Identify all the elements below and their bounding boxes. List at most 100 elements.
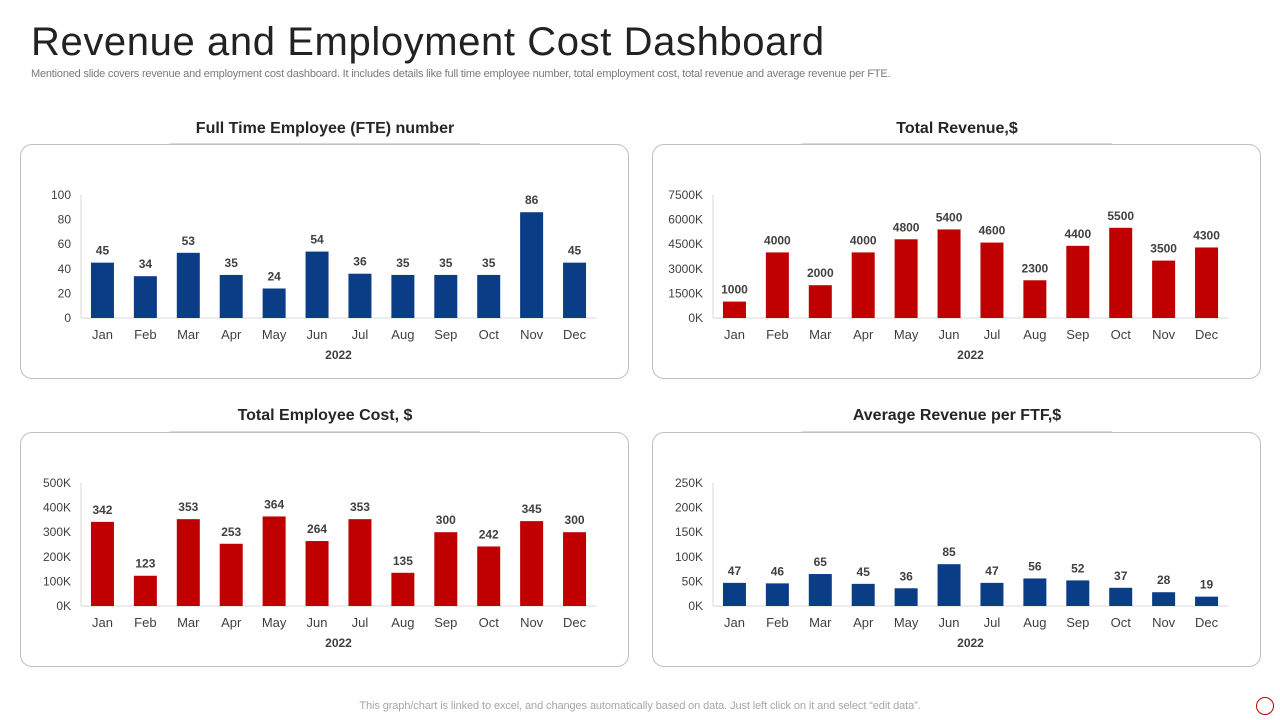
y-tick-label: 7500K [668, 188, 703, 202]
employee-cost-chart-panel[interactable]: 0K 100K 200K 300K 400K 500K 342 Jan 123 Feb 353 Mar… [20, 432, 629, 667]
x-tick-label: Mar [177, 615, 200, 630]
x-tick-label: Oct [1111, 327, 1132, 342]
data-label: 45 [857, 565, 871, 579]
bar [133, 575, 157, 606]
data-label: 37 [1114, 569, 1128, 583]
data-label: 4300 [1193, 228, 1220, 242]
fte-chart-title: Full Time Employee (FTE) number [195, 120, 455, 137]
y-tick-label: 50K [682, 574, 703, 588]
avg-revenue-chart-panel[interactable]: 0K 50K 100K 150K 200K 250K 47 Jan 46 Feb 65 Mar 45 Ap… [652, 432, 1261, 667]
x-tick-label: May [262, 327, 287, 342]
bar [937, 564, 961, 606]
y-tick-label: 150K [675, 525, 703, 539]
x-tick-label: Jan [724, 327, 745, 342]
avg-revenue-chart-title: Average Revenue per FTF,$ [852, 407, 1062, 424]
bar [391, 572, 415, 606]
footer-note: This graph/chart is linked to excel, and… [359, 700, 921, 712]
x-tick-label: Nov [1152, 615, 1176, 630]
bar [262, 516, 286, 606]
data-label: 45 [96, 244, 110, 258]
x-tick-label: Apr [853, 327, 874, 342]
data-label: 86 [525, 193, 539, 207]
bar [477, 274, 501, 318]
data-label: 52 [1071, 561, 1085, 575]
bar [1109, 227, 1133, 318]
page-title: Revenue and Employment Cost Dashboard [31, 20, 825, 64]
data-label: 300 [565, 513, 585, 527]
x-tick-label: Jan [92, 327, 113, 342]
x-tick-label: May [894, 327, 919, 342]
x-tick-label: Aug [391, 327, 414, 342]
x-tick-label: May [262, 615, 287, 630]
x-tick-label: Mar [809, 327, 832, 342]
x-axis-title: 2022 [325, 636, 352, 650]
y-tick-label: 250K [675, 476, 703, 490]
x-tick-label: Aug [1023, 615, 1046, 630]
x-tick-label: Nov [520, 327, 544, 342]
bar [851, 583, 875, 606]
x-tick-label: Mar [809, 615, 832, 630]
bar [90, 262, 114, 318]
x-tick-label: Jul [352, 615, 369, 630]
data-label: 28 [1157, 573, 1171, 587]
bar [133, 276, 157, 318]
data-label: 24 [267, 269, 281, 283]
y-tick-label: 4500K [668, 237, 703, 251]
data-label: 45 [568, 244, 582, 258]
employee-cost-bar-chart[interactable]: 0K 100K 200K 300K 400K 500K 342 Jan 123 Feb 353 Mar… [21, 433, 628, 666]
x-axis-title: 2022 [957, 348, 984, 362]
x-tick-label: Aug [1023, 327, 1046, 342]
x-tick-label: Nov [520, 615, 544, 630]
bar [520, 212, 544, 318]
bar [90, 521, 114, 606]
x-tick-label: Mar [177, 327, 200, 342]
bar [176, 252, 200, 318]
bar [980, 582, 1004, 606]
bar [262, 288, 286, 318]
bar [765, 583, 789, 606]
data-label: 19 [1200, 578, 1214, 592]
bar [851, 252, 875, 318]
avg-revenue-bar-chart[interactable]: 0K 50K 100K 150K 200K 250K 47 Jan 46 Feb 65 Mar 45 Ap… [653, 433, 1260, 666]
bar [894, 239, 918, 318]
revenue-chart-title: Total Revenue,$ [896, 120, 1018, 137]
bar [808, 574, 832, 606]
data-label: 123 [135, 557, 155, 571]
bar [305, 251, 329, 318]
x-tick-label: Apr [221, 615, 242, 630]
fte-chart-panel[interactable]: 0 20 40 60 80 100 45 Jan 34 Feb 53 Mar 35 Apr 24 May 54 J… [20, 144, 629, 379]
y-tick-label: 0K [688, 311, 703, 325]
y-tick-label: 400K [43, 501, 71, 515]
data-label: 4800 [893, 220, 920, 234]
data-label: 364 [264, 497, 284, 511]
x-tick-label: Oct [479, 327, 500, 342]
y-tick-label: 300K [43, 525, 71, 539]
x-tick-label: Feb [134, 327, 156, 342]
bar [1152, 592, 1176, 606]
data-label: 1000 [721, 283, 748, 297]
data-label: 36 [899, 569, 913, 583]
fte-bar-chart[interactable]: 0 20 40 60 80 100 45 Jan 34 Feb 53 Mar 35 Apr 24 May 54 J… [21, 145, 628, 378]
revenue-chart-panel[interactable]: 0K 1500K 3000K 4500K 6000K 7500K 1000 Jan 4000 Fe… [652, 144, 1261, 379]
x-axis-title: 2022 [957, 636, 984, 650]
bar [722, 301, 746, 318]
x-tick-label: Sep [434, 615, 457, 630]
bar [348, 273, 372, 318]
data-label: 35 [482, 256, 496, 270]
y-tick-label: 0K [56, 599, 71, 613]
x-tick-label: Jan [724, 615, 745, 630]
bar [434, 532, 458, 606]
data-label: 353 [350, 500, 370, 514]
data-label: 56 [1028, 559, 1042, 573]
data-label: 47 [728, 564, 742, 578]
x-tick-label: Aug [391, 615, 414, 630]
y-tick-label: 200K [675, 501, 703, 515]
revenue-bar-chart[interactable]: 0K 1500K 3000K 4500K 6000K 7500K 1000 Jan 4000 Fe… [653, 145, 1260, 378]
x-tick-label: Feb [766, 615, 788, 630]
x-tick-label: Nov [1152, 327, 1176, 342]
data-label: 46 [771, 564, 785, 578]
y-tick-label: 1500K [668, 286, 703, 300]
bar [1023, 280, 1047, 318]
bar [563, 262, 587, 318]
data-label: 264 [307, 522, 327, 536]
